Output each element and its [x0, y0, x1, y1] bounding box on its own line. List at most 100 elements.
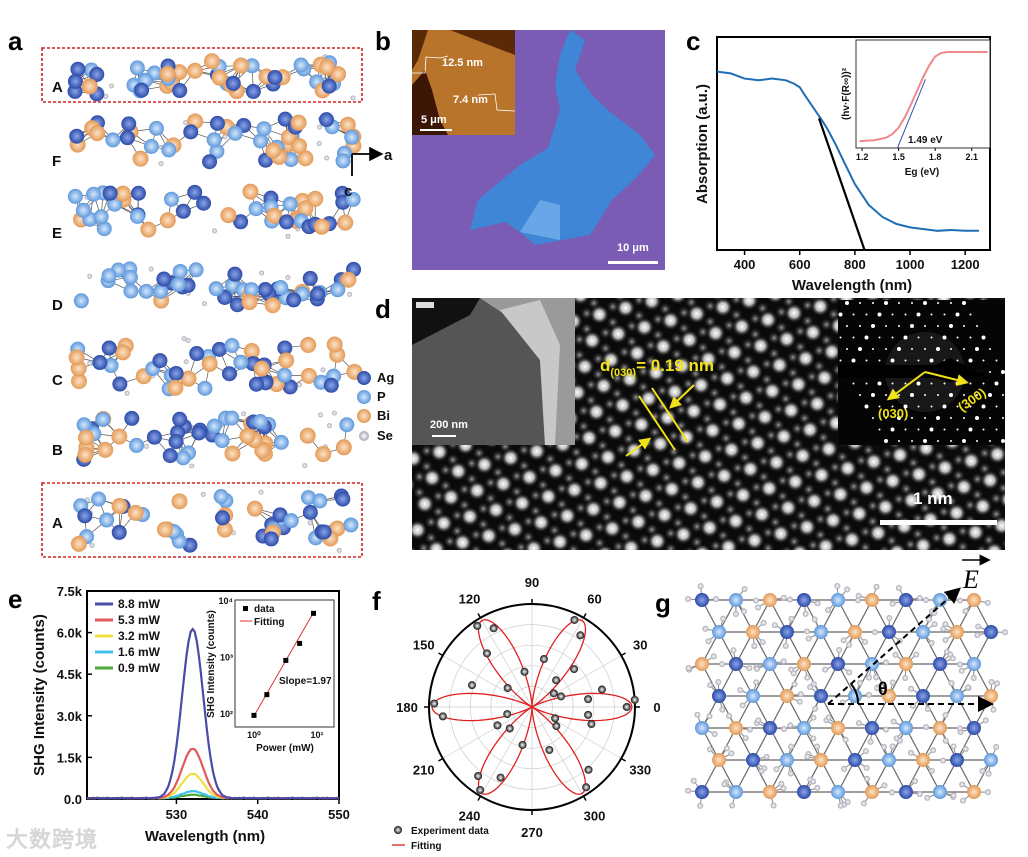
se-atom	[788, 743, 795, 750]
flake-thin-region	[520, 200, 560, 240]
dim-atom-column	[1018, 403, 1028, 417]
se-atom	[846, 669, 853, 676]
e-inset-ytick-label: 10³	[220, 652, 233, 662]
f-data-point	[430, 699, 439, 708]
bright-atom-column	[452, 532, 473, 550]
bi-atom	[984, 689, 998, 703]
se-atom	[780, 594, 787, 601]
dim-atom-column	[930, 546, 943, 550]
se-atom	[285, 274, 291, 280]
f-angular-gridline	[480, 617, 533, 708]
dim-atom-column	[640, 548, 649, 550]
dim-atom-column	[1000, 537, 1005, 550]
se-atom	[326, 423, 332, 429]
se-atom	[866, 674, 873, 681]
se-atom	[741, 608, 748, 615]
ag-atom	[162, 448, 178, 464]
f-data-point	[551, 714, 560, 723]
absorption-chart: 400 600 800 1000 1200 1.2 1.5 1.8 2.1	[716, 36, 991, 272]
bi-atom	[882, 689, 896, 703]
bright-atom-column	[991, 515, 1005, 536]
bright-atom-column	[621, 537, 642, 550]
p-atom	[224, 338, 240, 354]
p-atom	[138, 283, 154, 299]
ag-atom	[196, 195, 212, 211]
bright-atom-column	[654, 505, 675, 526]
ag-atom	[263, 531, 279, 547]
diffraction-spot	[963, 348, 965, 350]
diffraction-spot	[877, 312, 882, 317]
e-spectrum-line	[86, 772, 340, 800]
diffraction-spot	[1001, 439, 1005, 443]
diffraction-spot	[865, 313, 868, 316]
crystal-layer	[68, 336, 363, 397]
bi-atom	[335, 439, 352, 456]
se-atom	[881, 782, 888, 789]
diffraction-spot	[916, 381, 921, 386]
se-atom	[889, 743, 896, 750]
se-atom	[811, 616, 818, 623]
layer-label: B	[52, 442, 63, 459]
dim-atom-column	[833, 547, 845, 550]
p-atom	[256, 121, 272, 137]
f-data-point	[493, 721, 502, 730]
saed-arrow-300	[924, 371, 969, 386]
bright-atom-column	[549, 531, 570, 550]
se-atom	[189, 463, 195, 469]
se-atom	[336, 547, 342, 553]
p-atom	[273, 280, 289, 296]
bright-atom-column	[771, 549, 776, 550]
f-angle-tick	[620, 757, 626, 762]
dim-atom-column	[684, 280, 698, 294]
p-atom	[300, 490, 316, 506]
bi-atom	[201, 355, 218, 372]
bright-atom-column	[597, 447, 618, 468]
e-legend-label: 8.8 mW	[118, 597, 161, 611]
se-atom	[324, 155, 330, 161]
se-atom	[990, 706, 997, 713]
diffraction-spot	[897, 347, 901, 351]
ag-atom	[695, 593, 709, 607]
se-atom	[719, 661, 726, 668]
se-atom	[788, 615, 795, 622]
bright-atom-column	[523, 538, 544, 550]
f-angle-label: 270	[521, 825, 543, 840]
dim-atom-column	[419, 275, 433, 289]
p-atom	[283, 152, 299, 168]
dim-atom-column	[996, 481, 1005, 496]
se-atom	[940, 757, 947, 764]
diffraction-spot	[872, 302, 874, 304]
diffraction-spot	[929, 358, 934, 363]
bi-atom	[299, 427, 316, 444]
ag-atom	[112, 376, 128, 392]
dim-atom-column	[1007, 342, 1021, 356]
se-atom	[723, 745, 730, 752]
se-atom	[755, 604, 762, 611]
p-atom	[950, 689, 964, 703]
diffraction-spot	[864, 335, 869, 340]
f-data-point	[584, 710, 593, 719]
bright-atom-column	[605, 421, 626, 442]
p-atom	[916, 625, 930, 639]
e-inset-xlabel: Power (mW)	[256, 743, 314, 754]
f-data-point	[582, 783, 591, 792]
ag-atom	[214, 510, 230, 526]
ag-atom	[865, 721, 879, 735]
se-atom	[942, 621, 949, 628]
diffraction-spot	[924, 348, 926, 350]
se-atom	[822, 666, 829, 673]
se-atom	[697, 583, 704, 590]
ag-atom	[814, 689, 828, 703]
e-inset-legend-data: data	[254, 604, 275, 615]
p-atom	[282, 196, 298, 212]
se-atom	[984, 789, 991, 796]
bright-atom-column	[1006, 464, 1026, 484]
se-atom	[807, 684, 814, 691]
bright-atom-column	[728, 413, 749, 434]
c-absorption-curve	[716, 70, 979, 232]
ag-atom	[77, 508, 93, 524]
se-atom	[975, 623, 982, 630]
legend-ag-ball	[357, 371, 371, 385]
diffraction-spot	[878, 359, 881, 362]
bi-atom	[266, 207, 283, 224]
